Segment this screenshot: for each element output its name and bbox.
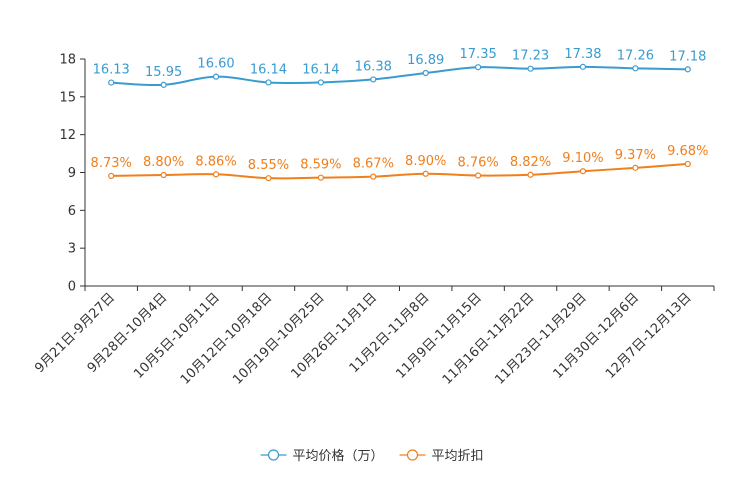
data-label: 9.37% [615, 148, 656, 163]
data-point [212, 73, 220, 80]
data-point [265, 79, 272, 86]
data-label: 8.86% [195, 154, 236, 169]
data-label: 16.14 [250, 62, 287, 77]
x-tick-label: 10月19日-10月25日 [230, 290, 327, 387]
y-tick-label: 6 [68, 204, 76, 219]
data-point [475, 64, 482, 71]
data-label: 16.38 [355, 59, 392, 74]
data-point [684, 66, 691, 73]
x-tick-label: 11月16日-11月22日 [440, 290, 537, 387]
data-point [370, 173, 377, 180]
data-label: 8.67% [353, 157, 394, 172]
legend-marker-icon [406, 449, 419, 461]
data-point [160, 81, 167, 88]
y-tick-label: 18 [59, 53, 76, 68]
data-label: 8.59% [300, 158, 341, 173]
y-tick-label: 15 [59, 90, 76, 105]
data-label: 17.38 [564, 47, 601, 62]
data-point [265, 175, 272, 182]
data-label: 8.82% [510, 155, 551, 170]
data-point [684, 160, 691, 168]
data-label: 9.68% [667, 144, 708, 159]
data-label: 8.55% [248, 158, 289, 173]
legend-label: 平均折扣 [432, 449, 484, 464]
data-point [370, 76, 377, 83]
data-point [579, 63, 587, 70]
data-point [422, 69, 429, 77]
data-label: 17.23 [512, 49, 549, 64]
data-point [108, 172, 115, 180]
x-tick-label: 11月23日-11月29日 [492, 290, 589, 387]
x-tick-label: 10月12日-10月18日 [178, 290, 275, 387]
data-point [317, 79, 324, 86]
legend-marker-icon [267, 449, 280, 461]
data-point [632, 65, 639, 72]
data-label: 8.73% [91, 156, 132, 171]
data-point [632, 164, 639, 171]
series-line [111, 162, 688, 180]
data-label: 17.35 [460, 47, 497, 62]
legend-label: 平均价格（万） [293, 448, 384, 464]
series-line [111, 65, 688, 87]
data-label: 17.18 [669, 49, 706, 64]
series-1: 16.13 15.95 16.60 16.14 16.14 16.38 16.89 17.35… [93, 47, 706, 88]
data-point [527, 171, 534, 178]
y-tick-label: 0 [68, 280, 76, 295]
data-label: 9.10% [562, 151, 603, 166]
data-label: 16.89 [407, 53, 444, 68]
data-label: 16.13 [93, 63, 130, 78]
data-label: 15.95 [145, 65, 182, 80]
data-label: 8.80% [143, 155, 184, 170]
series-2: 8.73% 8.80% 8.86% 8.55% 8.59% 8.67% 8.90% 8.76%… [91, 144, 708, 182]
data-label: 16.60 [197, 57, 234, 72]
data-point [212, 171, 220, 178]
data-point [475, 172, 482, 179]
y-tick-label: 12 [59, 128, 76, 143]
data-label: 16.14 [302, 62, 339, 77]
chart-axes: 03691215189月21日-9月27日9月28日-10月4日10月5日-10… [32, 53, 715, 388]
data-point [317, 174, 324, 181]
y-tick-label: 3 [68, 242, 76, 257]
data-label: 17.26 [617, 48, 654, 63]
data-point [108, 79, 115, 86]
data-point [527, 65, 534, 72]
data-label: 8.76% [457, 156, 498, 171]
data-point [579, 168, 587, 175]
legend-item-1: 平均价格（万） [260, 448, 384, 464]
data-label: 8.90% [405, 154, 446, 169]
y-tick-label: 9 [68, 166, 76, 181]
data-point [160, 171, 167, 179]
legend-item-2: 平均折扣 [399, 449, 484, 464]
chart-legend: 平均价格（万） 平均折扣 [260, 448, 484, 464]
chart-series: 16.13 15.95 16.60 16.14 16.14 16.38 16.89 17.35… [91, 47, 708, 182]
data-point [422, 170, 429, 177]
